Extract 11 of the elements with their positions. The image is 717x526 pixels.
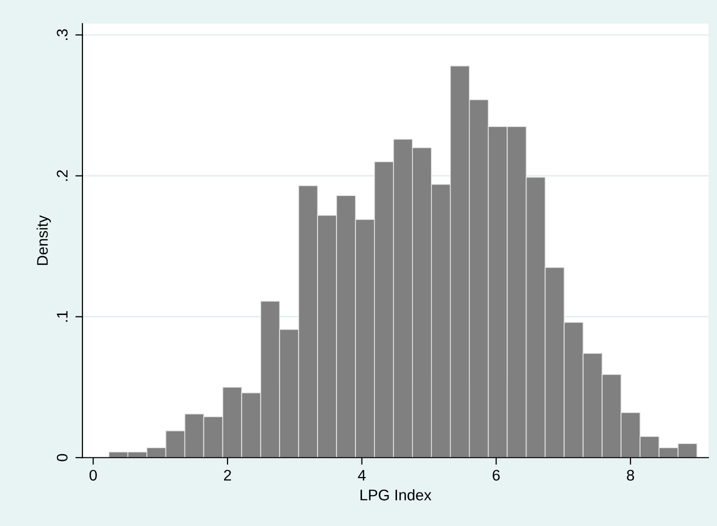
y-tick-label: 0: [56, 454, 68, 462]
x-tick-label: 4: [358, 470, 366, 480]
y-tick-label: .2: [56, 170, 68, 181]
y-tick-label: .1: [56, 311, 68, 322]
x-tick-label: 8: [626, 470, 634, 481]
y-tick-label: .3: [56, 29, 68, 40]
x-axis-title: LPG Index: [360, 489, 432, 500]
x-tick-label: 0: [90, 470, 97, 481]
y-axis-title: Density: [36, 215, 51, 265]
x-tick-label: 6: [492, 470, 500, 481]
x-tick-label: 2: [224, 470, 232, 480]
